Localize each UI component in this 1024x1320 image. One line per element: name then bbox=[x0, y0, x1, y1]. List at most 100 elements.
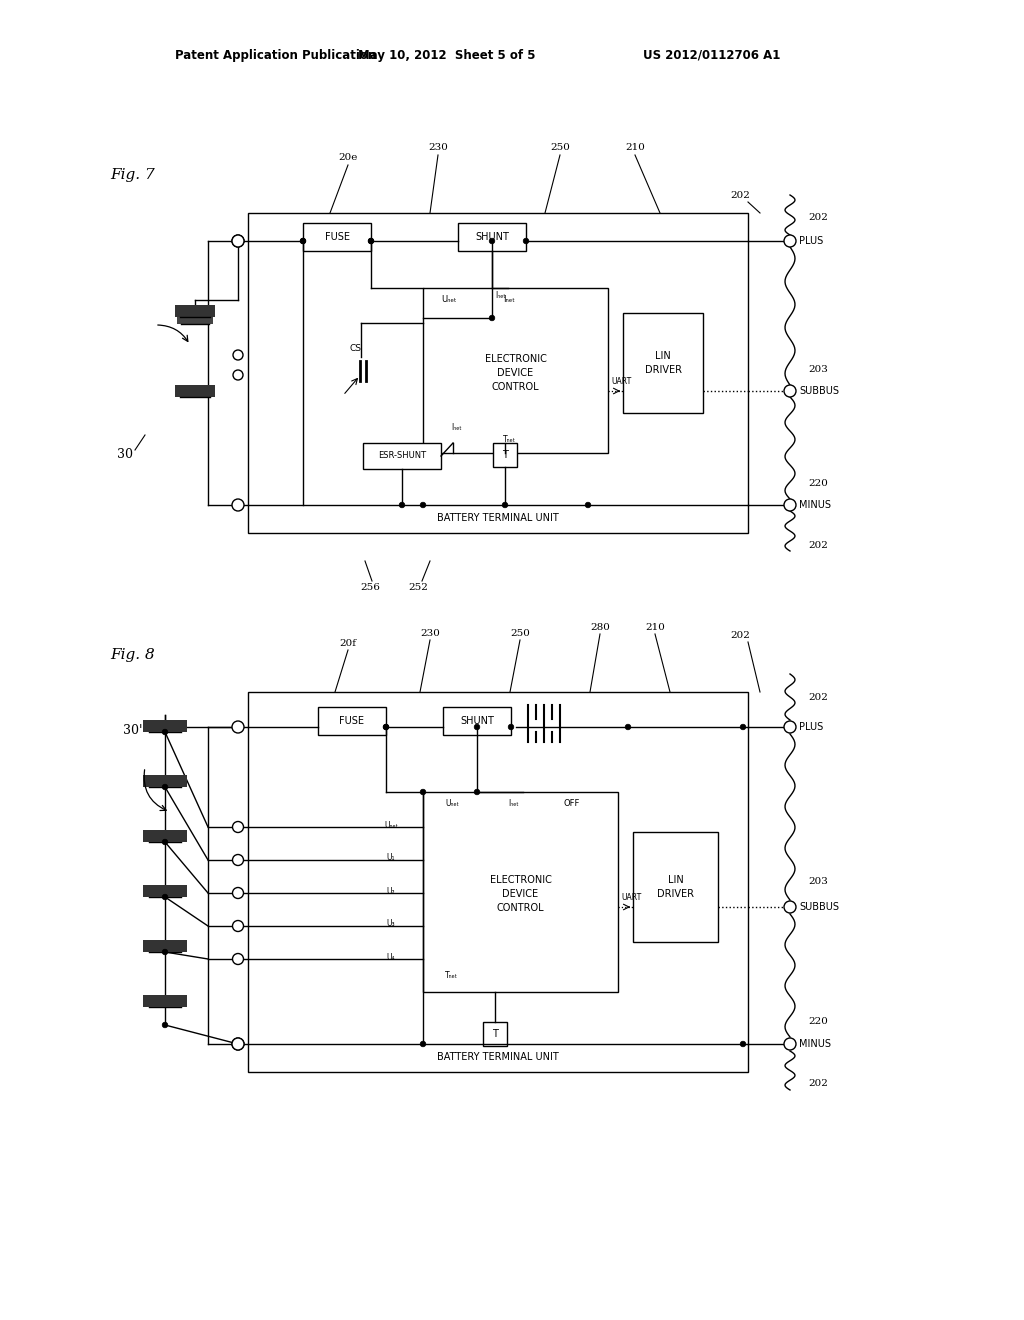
Circle shape bbox=[489, 315, 495, 321]
Circle shape bbox=[162, 840, 168, 845]
Bar bbox=[143, 884, 187, 898]
Text: T: T bbox=[493, 1030, 498, 1039]
Circle shape bbox=[232, 821, 244, 833]
Circle shape bbox=[740, 725, 745, 730]
Text: Tₙₑₜ: Tₙₑₜ bbox=[445, 972, 458, 981]
Circle shape bbox=[162, 1022, 168, 1028]
Text: 203: 203 bbox=[808, 878, 827, 887]
Text: Uₙₑₜ: Uₙₑₜ bbox=[445, 800, 459, 808]
Circle shape bbox=[369, 238, 374, 244]
Circle shape bbox=[232, 953, 244, 965]
Text: 210: 210 bbox=[645, 623, 665, 631]
Circle shape bbox=[474, 725, 480, 730]
Text: 202: 202 bbox=[730, 631, 750, 639]
Bar bbox=[175, 305, 215, 317]
Text: LIN: LIN bbox=[655, 351, 671, 360]
Circle shape bbox=[232, 1038, 244, 1049]
Text: Patent Application Publication: Patent Application Publication bbox=[175, 49, 376, 62]
Bar bbox=[143, 995, 187, 1007]
Text: U₄: U₄ bbox=[387, 953, 395, 961]
Circle shape bbox=[162, 949, 168, 954]
Text: 280: 280 bbox=[590, 623, 610, 631]
Text: U₁: U₁ bbox=[387, 854, 395, 862]
Text: 202: 202 bbox=[808, 1080, 827, 1089]
Circle shape bbox=[232, 920, 244, 932]
Text: ESR-SHUNT: ESR-SHUNT bbox=[378, 451, 426, 461]
Text: T: T bbox=[502, 450, 508, 459]
Text: 20f: 20f bbox=[340, 639, 356, 648]
Bar bbox=[177, 312, 213, 323]
Text: LIN: LIN bbox=[668, 875, 683, 884]
Circle shape bbox=[399, 502, 404, 508]
Text: PLUS: PLUS bbox=[799, 236, 823, 246]
Circle shape bbox=[784, 235, 796, 247]
Text: SUBBUS: SUBBUS bbox=[799, 902, 839, 912]
Text: 252: 252 bbox=[408, 583, 428, 593]
Text: 30: 30 bbox=[117, 449, 133, 462]
Text: 30': 30' bbox=[123, 723, 142, 737]
Circle shape bbox=[162, 784, 168, 789]
Text: MINUS: MINUS bbox=[799, 500, 831, 510]
Text: MINUS: MINUS bbox=[799, 1039, 831, 1049]
Text: CONTROL: CONTROL bbox=[492, 381, 540, 392]
Text: US 2012/0112706 A1: US 2012/0112706 A1 bbox=[643, 49, 780, 62]
Circle shape bbox=[300, 238, 306, 244]
Circle shape bbox=[232, 235, 244, 247]
Circle shape bbox=[232, 1038, 244, 1049]
Text: Fig. 7: Fig. 7 bbox=[110, 168, 155, 182]
Text: UART: UART bbox=[611, 378, 631, 387]
Circle shape bbox=[784, 1038, 796, 1049]
Text: 20e: 20e bbox=[338, 153, 357, 162]
Circle shape bbox=[232, 235, 244, 247]
Text: ELECTRONIC: ELECTRONIC bbox=[484, 354, 547, 363]
Circle shape bbox=[233, 350, 243, 360]
Bar bbox=[423, 288, 608, 453]
Bar bbox=[143, 719, 187, 733]
Circle shape bbox=[508, 725, 514, 730]
Text: 256: 256 bbox=[360, 583, 380, 593]
Bar bbox=[423, 792, 618, 993]
Circle shape bbox=[383, 725, 389, 730]
Circle shape bbox=[784, 499, 796, 511]
Circle shape bbox=[233, 370, 243, 380]
Bar bbox=[483, 1022, 507, 1045]
Bar bbox=[493, 444, 517, 467]
Text: 230: 230 bbox=[420, 628, 440, 638]
Bar bbox=[362, 444, 441, 469]
Text: SHUNT: SHUNT bbox=[460, 715, 494, 726]
Text: ELECTRONIC: ELECTRONIC bbox=[489, 875, 552, 884]
Text: Iₙₑₜ: Iₙₑₜ bbox=[451, 424, 462, 433]
Circle shape bbox=[383, 725, 389, 730]
Text: FUSE: FUSE bbox=[325, 232, 349, 242]
Circle shape bbox=[502, 502, 508, 508]
Bar bbox=[633, 832, 718, 942]
Circle shape bbox=[474, 789, 480, 795]
Circle shape bbox=[300, 238, 306, 244]
Text: Iₙₑₜ: Iₙₑₜ bbox=[496, 292, 507, 301]
Text: DRIVER: DRIVER bbox=[644, 366, 682, 375]
Text: SHUNT: SHUNT bbox=[475, 232, 509, 242]
Circle shape bbox=[420, 502, 426, 508]
Text: SUBBUS: SUBBUS bbox=[799, 385, 839, 396]
Text: FUSE: FUSE bbox=[340, 715, 365, 726]
Text: 230: 230 bbox=[428, 144, 447, 153]
Text: 250: 250 bbox=[510, 628, 530, 638]
Text: DEVICE: DEVICE bbox=[498, 367, 534, 378]
Text: UART: UART bbox=[621, 894, 641, 903]
Text: 202: 202 bbox=[808, 693, 827, 701]
Circle shape bbox=[232, 854, 244, 866]
Circle shape bbox=[369, 238, 374, 244]
Circle shape bbox=[784, 721, 796, 733]
Circle shape bbox=[489, 238, 495, 244]
Circle shape bbox=[162, 894, 168, 900]
Text: 220: 220 bbox=[808, 1018, 827, 1027]
Text: DRIVER: DRIVER bbox=[657, 888, 694, 899]
Text: CS: CS bbox=[349, 345, 361, 352]
Text: May 10, 2012  Sheet 5 of 5: May 10, 2012 Sheet 5 of 5 bbox=[358, 49, 536, 62]
Text: OFF: OFF bbox=[563, 800, 580, 808]
Text: 210: 210 bbox=[625, 144, 645, 153]
Text: Uₙₑₜ: Uₙₑₜ bbox=[441, 296, 457, 305]
Circle shape bbox=[420, 789, 426, 795]
Text: U₃: U₃ bbox=[387, 920, 395, 928]
Circle shape bbox=[523, 238, 528, 244]
